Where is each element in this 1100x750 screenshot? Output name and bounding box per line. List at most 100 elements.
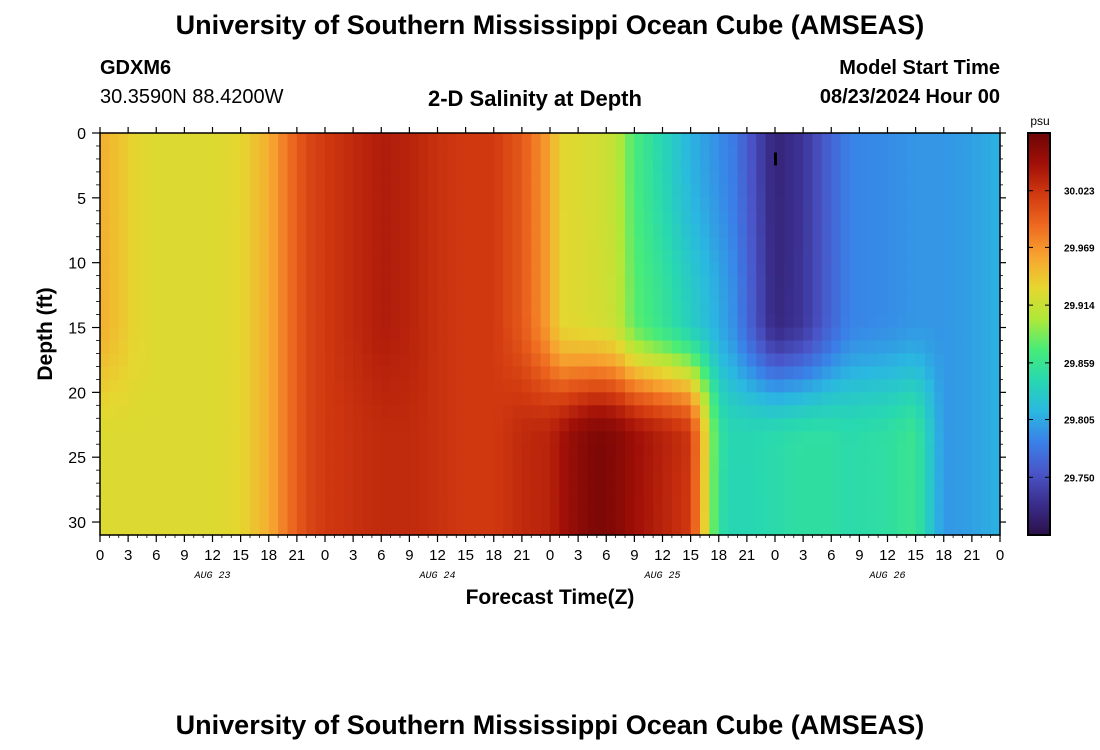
heatmap-cell <box>812 145 823 160</box>
heatmap-cell <box>400 327 410 342</box>
heatmap-cell <box>653 405 664 419</box>
heatmap-cell <box>746 275 757 290</box>
heatmap-cell <box>465 379 476 393</box>
heatmap-cell <box>334 470 345 484</box>
heatmap-cell <box>137 197 148 212</box>
heatmap-cell <box>850 483 860 497</box>
heatmap-cell <box>831 340 842 355</box>
heatmap-cell <box>550 197 560 212</box>
heatmap-cell <box>803 133 814 147</box>
heatmap-cell <box>906 418 917 432</box>
heatmap-cell <box>503 340 514 355</box>
heatmap-cell <box>484 444 495 458</box>
heatmap-cell <box>503 171 514 186</box>
heatmap-cell <box>559 366 570 380</box>
heatmap-cell <box>353 133 364 147</box>
heatmap-cell <box>568 509 579 523</box>
heatmap-cell <box>390 301 401 316</box>
heatmap-cell <box>840 444 851 458</box>
heatmap-cell <box>250 353 260 368</box>
heatmap-cell <box>925 522 935 536</box>
heatmap-cell <box>643 522 654 536</box>
heatmap-cell <box>156 431 167 445</box>
heatmap-cell <box>587 236 598 251</box>
heatmap-cell <box>896 158 907 173</box>
heatmap-cell <box>634 171 645 186</box>
heatmap-cell <box>925 509 935 523</box>
heatmap-cell <box>287 145 298 160</box>
heatmap-cell <box>540 210 551 225</box>
heatmap-cell <box>465 301 476 316</box>
heatmap-cell <box>737 288 748 303</box>
heatmap-cell <box>775 457 785 471</box>
heatmap-cell <box>109 275 120 290</box>
heatmap-cell <box>925 288 935 303</box>
heatmap-cell <box>203 210 214 225</box>
heatmap-cell <box>746 236 757 251</box>
heatmap-cell <box>915 197 926 212</box>
heatmap-cell <box>240 431 251 445</box>
x-tick-label: 18 <box>485 547 502 564</box>
heatmap-cell <box>325 249 335 264</box>
heatmap-cell <box>503 223 514 238</box>
heatmap-cell <box>165 418 176 432</box>
heatmap-cell <box>456 405 467 419</box>
heatmap-cell <box>690 327 701 342</box>
heatmap-cell <box>128 184 139 199</box>
heatmap-cell <box>559 184 570 199</box>
heatmap-cell <box>784 171 795 186</box>
heatmap-cell <box>634 158 645 173</box>
heatmap-cell <box>493 457 504 471</box>
heatmap-cell <box>606 392 617 406</box>
heatmap-cell <box>784 509 795 523</box>
heatmap-cell <box>559 431 570 445</box>
heatmap-cell <box>184 288 195 303</box>
heatmap-cell <box>728 210 739 225</box>
heatmap-cell <box>109 158 120 173</box>
heatmap-cell <box>981 509 992 523</box>
heatmap-cell <box>709 249 720 264</box>
heatmap-cell <box>831 223 842 238</box>
heatmap-cell <box>250 392 260 406</box>
heatmap-cell <box>315 275 326 290</box>
heatmap-cell <box>437 457 448 471</box>
heatmap-cell <box>137 223 148 238</box>
heatmap-cell <box>278 431 289 445</box>
heatmap-cell <box>971 223 982 238</box>
heatmap-cell <box>737 392 748 406</box>
heatmap-cell <box>371 249 382 264</box>
heatmap-cell <box>559 236 570 251</box>
heatmap-cell <box>925 249 935 264</box>
heatmap-cell <box>915 379 926 393</box>
heatmap-cell <box>306 392 317 406</box>
heatmap-cell <box>259 275 270 290</box>
heatmap-cell <box>925 405 935 419</box>
heatmap-cell <box>475 340 485 355</box>
heatmap-cell <box>390 210 401 225</box>
heatmap-cell <box>765 288 776 303</box>
heatmap-cell <box>456 483 467 497</box>
heatmap-cell <box>484 392 495 406</box>
heatmap-cell <box>381 262 392 277</box>
heatmap-cell <box>690 301 701 316</box>
heatmap-cell <box>765 197 776 212</box>
heatmap-cell <box>709 444 720 458</box>
heatmap-cell <box>868 262 879 277</box>
heatmap-cell <box>709 145 720 160</box>
heatmap-cell <box>521 483 532 497</box>
heatmap-cell <box>634 314 645 329</box>
heatmap-cell <box>981 133 992 147</box>
heatmap-cell <box>475 509 485 523</box>
heatmap-cell <box>381 223 392 238</box>
heatmap-cell <box>296 145 307 160</box>
heatmap-cell <box>437 301 448 316</box>
heatmap-cell <box>625 275 635 290</box>
heatmap-cell <box>231 470 242 484</box>
heatmap-cell <box>737 184 748 199</box>
heatmap-cell <box>550 249 560 264</box>
heatmap-cell <box>484 366 495 380</box>
heatmap-cell <box>662 223 673 238</box>
heatmap-cell <box>953 392 964 406</box>
heatmap-cell <box>268 249 279 264</box>
heatmap-cell <box>615 392 626 406</box>
